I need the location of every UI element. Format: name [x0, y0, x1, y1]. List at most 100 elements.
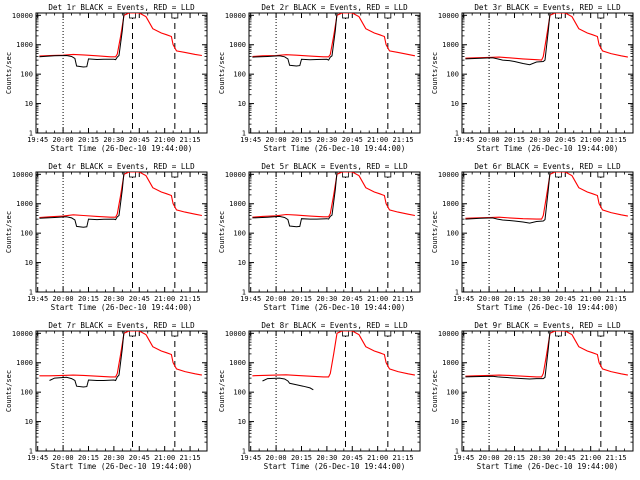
y-axis-label: Counts/sec — [218, 52, 226, 94]
marker-box — [555, 330, 562, 337]
x-axis-label: Start Time (26-Dec-10 19:44:00) — [264, 303, 406, 312]
x-tick-label: 21:15 — [180, 136, 201, 144]
x-axis-label: Start Time (26-Dec-10 19:44:00) — [477, 462, 619, 471]
marker-box — [597, 12, 605, 19]
plot-frame — [461, 171, 634, 293]
lld-series-line — [465, 172, 629, 220]
x-tick-label: 19:45 — [240, 295, 261, 303]
x-tick-label: 19:45 — [27, 454, 48, 462]
y-tick-label: 1000 — [16, 359, 33, 367]
events-series-line — [39, 172, 125, 228]
x-tick-label: 19:45 — [27, 136, 48, 144]
y-axis-label: Counts/sec — [218, 370, 226, 412]
detector-panel: Det 6r BLACK = Events, RED = LLD 1 10 100 10… — [431, 162, 634, 312]
x-tick-label: 20:30 — [103, 136, 124, 144]
y-tick-label: 10000 — [12, 330, 33, 338]
marker-box — [597, 330, 605, 337]
y-tick-label: 1 — [29, 289, 33, 297]
x-tick-label: 19:45 — [240, 454, 261, 462]
lld-series-line — [252, 172, 416, 218]
detector-panel: Det 4r BLACK = Events, RED = LLD 1 10 100 10… — [5, 162, 208, 312]
detector-panel: Det 8r BLACK = Events, RED = LLD 1 10 100 10… — [218, 321, 421, 471]
x-tick-label: 20:15 — [504, 454, 525, 462]
x-tick-label: 20:45 — [129, 136, 150, 144]
lld-series-line — [39, 13, 202, 58]
x-axis-label: Start Time (26-Dec-10 19:44:00) — [51, 144, 193, 153]
events-series-line — [465, 13, 551, 66]
events-series-line — [262, 377, 314, 391]
x-axis-label: Start Time (26-Dec-10 19:44:00) — [477, 303, 619, 312]
lld-series-line — [252, 13, 416, 58]
plot-frame — [35, 171, 208, 293]
y-tick-label: 10000 — [12, 12, 33, 20]
events-series-line — [49, 331, 125, 388]
y-tick-label: 100 — [20, 71, 33, 79]
events-series-line — [252, 13, 338, 67]
y-tick-label: 10000 — [225, 12, 246, 20]
y-tick-label: 10 — [238, 100, 246, 108]
y-tick-label: 100 — [446, 230, 459, 238]
x-tick-label: 21:15 — [393, 136, 414, 144]
x-tick-label: 20:00 — [479, 136, 500, 144]
y-tick-label: 1000 — [229, 200, 246, 208]
y-tick-label: 100 — [233, 230, 246, 238]
chart-title: Det 2r BLACK = Events, RED = LLD — [261, 3, 408, 12]
x-tick-label: 21:00 — [580, 454, 601, 462]
y-tick-label: 1 — [29, 448, 33, 456]
y-tick-label: 1 — [455, 130, 459, 138]
x-tick-label: 20:15 — [504, 136, 525, 144]
y-tick-label: 1000 — [16, 200, 33, 208]
y-axis-label: Counts/sec — [5, 211, 13, 253]
y-tick-label: 10 — [25, 100, 33, 108]
y-tick-label: 10 — [451, 418, 459, 426]
y-tick-label: 10 — [25, 259, 33, 267]
plot-frame — [35, 12, 208, 134]
x-tick-label: 21:00 — [580, 136, 601, 144]
marker-box — [129, 330, 136, 337]
x-tick-label: 20:45 — [129, 295, 150, 303]
x-tick-label: 21:00 — [367, 454, 388, 462]
marker-box — [597, 171, 605, 178]
chart-title: Det 9r BLACK = Events, RED = LLD — [474, 321, 621, 330]
y-tick-label: 100 — [446, 389, 459, 397]
x-tick-label: 20:45 — [342, 136, 363, 144]
plot-frame — [248, 171, 421, 293]
x-tick-label: 20:15 — [291, 136, 312, 144]
x-tick-label: 21:15 — [606, 136, 627, 144]
x-tick-label: 19:45 — [240, 136, 261, 144]
chart-title: Det 1r BLACK = Events, RED = LLD — [48, 3, 195, 12]
y-tick-label: 1000 — [442, 359, 459, 367]
detector-panel: Det 1r BLACK = Events, RED = LLD 1 10 100 10… — [5, 3, 208, 153]
x-tick-label: 21:00 — [154, 136, 175, 144]
x-tick-label: 19:45 — [27, 295, 48, 303]
x-tick-label: 20:30 — [529, 136, 550, 144]
x-tick-label: 20:30 — [103, 295, 124, 303]
lld-series-line — [39, 331, 203, 378]
x-tick-label: 21:15 — [393, 454, 414, 462]
x-tick-label: 20:45 — [129, 454, 150, 462]
x-tick-label: 20:45 — [555, 136, 576, 144]
events-series-line — [465, 331, 551, 380]
marker-box — [171, 171, 179, 178]
marker-box — [342, 330, 349, 337]
x-tick-label: 20:30 — [316, 136, 337, 144]
events-series-line — [465, 172, 551, 224]
x-axis-label: Start Time (26-Dec-10 19:44:00) — [264, 462, 406, 471]
x-tick-label: 20:00 — [266, 295, 287, 303]
y-axis-label: Counts/sec — [5, 370, 13, 412]
y-tick-label: 1 — [29, 130, 33, 138]
detector-panel: Det 7r BLACK = Events, RED = LLD 1 10 100 10… — [5, 321, 208, 471]
marker-box — [384, 12, 392, 19]
y-tick-label: 100 — [20, 389, 33, 397]
plot-frame — [248, 12, 421, 134]
y-tick-label: 1000 — [442, 200, 459, 208]
y-tick-label: 100 — [20, 230, 33, 238]
chart-title: Det 5r BLACK = Events, RED = LLD — [261, 162, 408, 171]
detector-panel: Det 2r BLACK = Events, RED = LLD 1 10 100 10… — [218, 3, 421, 153]
y-tick-label: 1000 — [442, 41, 459, 49]
y-tick-label: 1 — [455, 448, 459, 456]
events-series-line — [252, 172, 338, 228]
y-tick-label: 1000 — [229, 359, 246, 367]
events-series-line — [39, 13, 125, 68]
